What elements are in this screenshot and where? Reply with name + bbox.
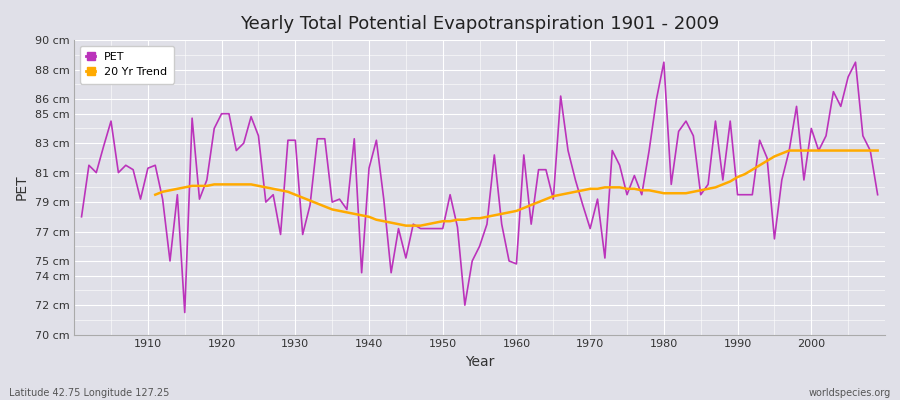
Y-axis label: PET: PET	[15, 174, 29, 200]
Title: Yearly Total Potential Evapotranspiration 1901 - 2009: Yearly Total Potential Evapotranspiratio…	[240, 15, 719, 33]
Text: worldspecies.org: worldspecies.org	[809, 388, 891, 398]
Text: Latitude 42.75 Longitude 127.25: Latitude 42.75 Longitude 127.25	[9, 388, 169, 398]
Legend: PET, 20 Yr Trend: PET, 20 Yr Trend	[80, 46, 174, 84]
X-axis label: Year: Year	[465, 355, 494, 369]
